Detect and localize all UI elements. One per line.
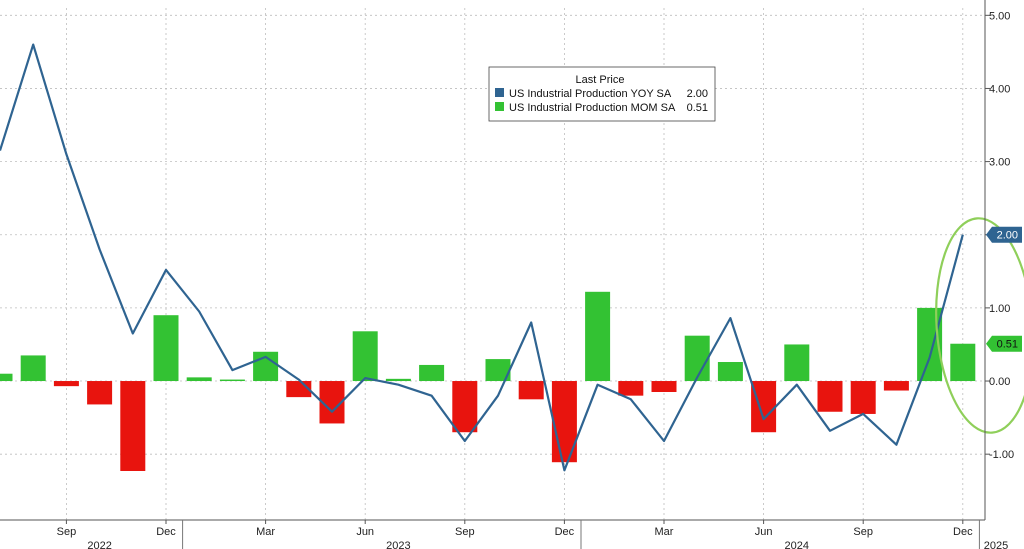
mom-bar-1 <box>20 355 46 382</box>
highlight-ellipse <box>935 217 1024 434</box>
last-value-tags: 2.00 0.51 <box>986 226 1022 352</box>
mom-bar-5 <box>153 315 179 382</box>
mom-bar-13 <box>419 364 445 382</box>
mom-bar-16 <box>518 381 544 400</box>
x-tick-label-5: Dec <box>555 526 575 538</box>
y-tick-label-6: 5.00 <box>989 10 1010 22</box>
mom-bar-24 <box>784 344 810 382</box>
last-value-tag-1 <box>986 335 1022 352</box>
legend-swatch-yoy <box>495 88 504 97</box>
mom-bar-15 <box>485 359 511 382</box>
axes <box>0 0 986 521</box>
y-tick-label-0: -1.00 <box>989 449 1014 461</box>
mom-bar-0 <box>0 373 13 382</box>
mom-bar-25 <box>817 381 843 412</box>
x-tick-label-6: Mar <box>655 526 674 538</box>
x-tick-label-3: Jun <box>356 526 374 538</box>
mom-bar-6 <box>186 377 212 382</box>
x-tick-label-2: Mar <box>256 526 275 538</box>
x-axis-ticks: Sep Dec Mar Jun Sep Dec Mar Jun Sep Dec 2022 2023 20… <box>57 520 1008 549</box>
legend-label-yoy: US Industrial Production YOY SA <box>509 88 672 100</box>
x-tick-label-7: Jun <box>755 526 773 538</box>
year-label-2: 2024 <box>785 540 809 549</box>
mom-bar-21 <box>684 335 710 382</box>
mom-bar-20 <box>651 381 677 392</box>
x-tick-label-1: Dec <box>156 526 176 538</box>
y-tick-label-2: 1.00 <box>989 303 1010 315</box>
x-tick-label-0: Sep <box>57 526 77 538</box>
mom-bar-7 <box>219 379 245 382</box>
mom-bar-2 <box>53 381 79 387</box>
legend-swatch-mom <box>495 102 504 111</box>
mom-bar-12 <box>385 378 411 382</box>
mom-bar-19 <box>618 381 644 396</box>
legend-title: Last Price <box>576 74 625 86</box>
y-tick-label-1: 0.00 <box>989 376 1010 388</box>
year-label-3: 2025 <box>984 540 1008 549</box>
year-label-1: 2023 <box>386 540 410 549</box>
y-tick-label-4: 3.00 <box>989 157 1010 169</box>
mom-bar-14 <box>452 381 478 433</box>
mom-bar-4 <box>120 381 146 471</box>
legend-value-yoy: 2.00 <box>687 88 708 100</box>
legend-value-mom: 0.51 <box>687 102 708 114</box>
legend: Last Price US Industrial Production YOY … <box>488 66 716 122</box>
last-value-tag-0 <box>986 226 1022 243</box>
mom-bar-26 <box>850 381 876 414</box>
legend-label-mom: US Industrial Production MOM SA <box>509 102 676 114</box>
mom-bar-27 <box>883 381 909 391</box>
y-tick-label-5: 4.00 <box>989 83 1010 95</box>
mom-bar-23 <box>751 381 777 433</box>
mom-bar-11 <box>352 331 378 382</box>
year-label-0: 2022 <box>87 540 111 549</box>
last-value-tag-label-0: 2.00 <box>997 230 1018 242</box>
x-tick-label-9: Dec <box>953 526 973 538</box>
yoy-series-line <box>0 43 964 472</box>
mom-bar-3 <box>87 381 113 405</box>
mom-bar-29 <box>950 343 976 382</box>
legend-box <box>488 66 716 122</box>
mom-bar-18 <box>585 291 611 382</box>
mom-bars <box>0 291 976 471</box>
x-tick-label-8: Sep <box>853 526 873 538</box>
mom-bar-22 <box>717 362 743 382</box>
last-value-tag-label-1: 0.51 <box>997 339 1018 351</box>
x-tick-label-4: Sep <box>455 526 475 538</box>
